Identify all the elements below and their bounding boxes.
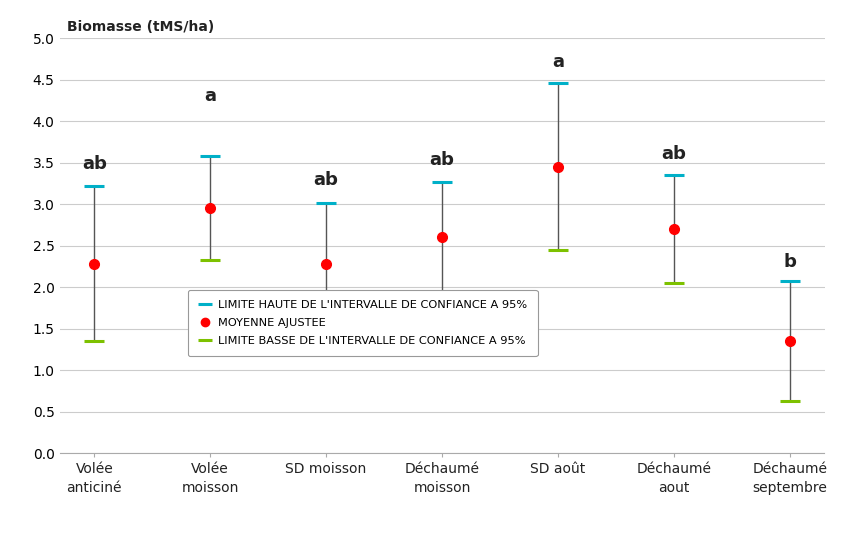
Text: ab: ab	[82, 155, 107, 173]
Text: ab: ab	[314, 171, 338, 189]
Text: Biomasse (tMS/ha): Biomasse (tMS/ha)	[67, 20, 214, 34]
Text: ab: ab	[661, 145, 686, 163]
Text: b: b	[784, 253, 796, 271]
Text: a: a	[204, 87, 216, 105]
Text: ab: ab	[429, 151, 455, 169]
Legend: LIMITE HAUTE DE L'INTERVALLE DE CONFIANCE A 95%, MOYENNE AJUSTEE, LIMITE BASSE D: LIMITE HAUTE DE L'INTERVALLE DE CONFIANC…	[188, 290, 538, 356]
Text: a: a	[552, 54, 564, 72]
